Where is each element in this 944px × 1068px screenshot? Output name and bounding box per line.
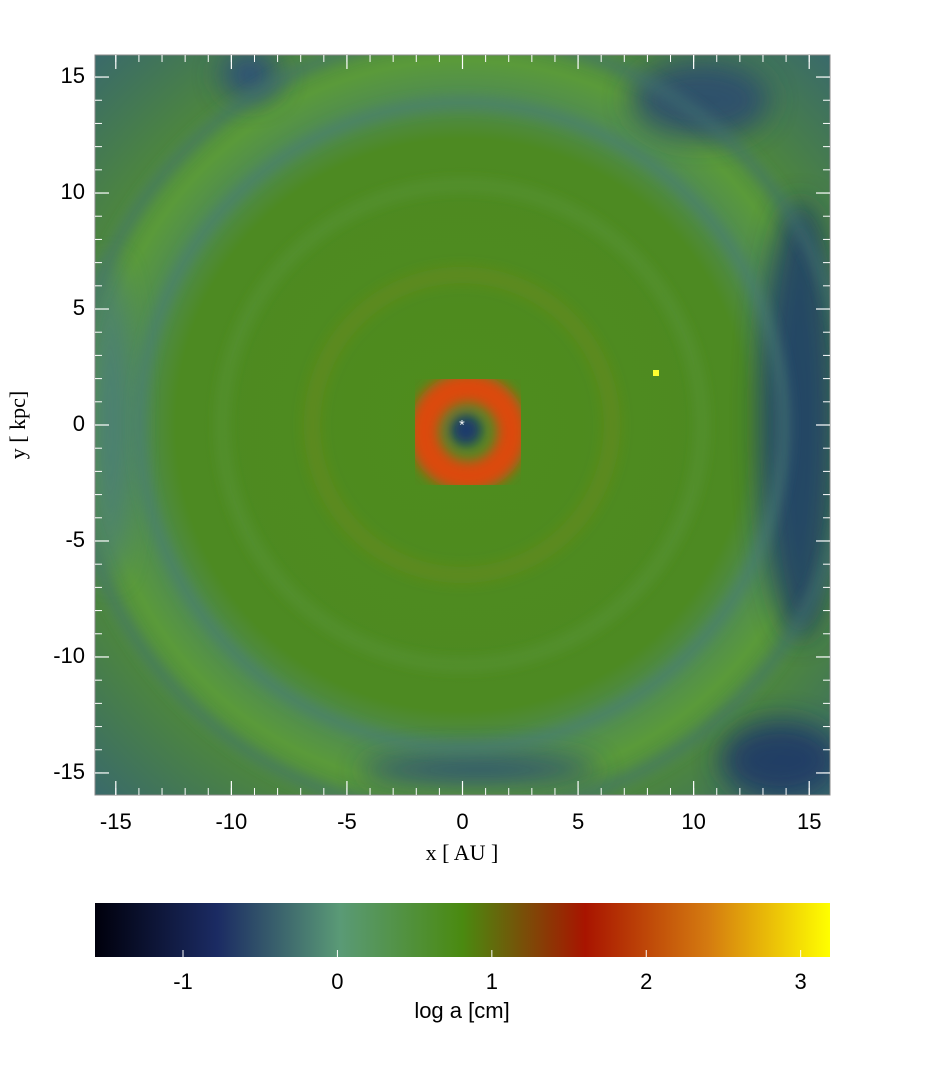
y-axis-label: y [ kpc] xyxy=(5,391,30,459)
y-tick-label: -5 xyxy=(65,527,85,552)
y-tick-label: 10 xyxy=(61,179,85,204)
x-tick-label: 15 xyxy=(797,809,821,834)
colorbar-tick-label: -1 xyxy=(173,969,193,994)
svg-text:*: * xyxy=(459,417,465,433)
heatmap-image: * xyxy=(95,55,830,795)
y-tick-label: 5 xyxy=(73,295,85,320)
y-tick-label: 0 xyxy=(73,411,85,436)
y-tick-label: -15 xyxy=(53,759,85,784)
colorbar-tick-label: 0 xyxy=(331,969,343,994)
colorbar-tick-label: 3 xyxy=(795,969,807,994)
x-tick-label: 5 xyxy=(572,809,584,834)
x-axis-label: x [ AU ] xyxy=(426,840,499,865)
colorbar-tick-label: 1 xyxy=(486,969,498,994)
x-tick-label: -10 xyxy=(215,809,247,834)
x-tick-label: -15 xyxy=(100,809,132,834)
x-tick-label: 0 xyxy=(456,809,468,834)
x-tick-label: -5 xyxy=(337,809,357,834)
colorbar-tick-label: 2 xyxy=(640,969,652,994)
colorbar-label: log a [cm] xyxy=(414,998,509,1023)
x-tick-label: 10 xyxy=(681,809,705,834)
y-tick-label: 15 xyxy=(61,63,85,88)
y-tick-label: -10 xyxy=(53,643,85,668)
colorbar xyxy=(95,903,830,957)
